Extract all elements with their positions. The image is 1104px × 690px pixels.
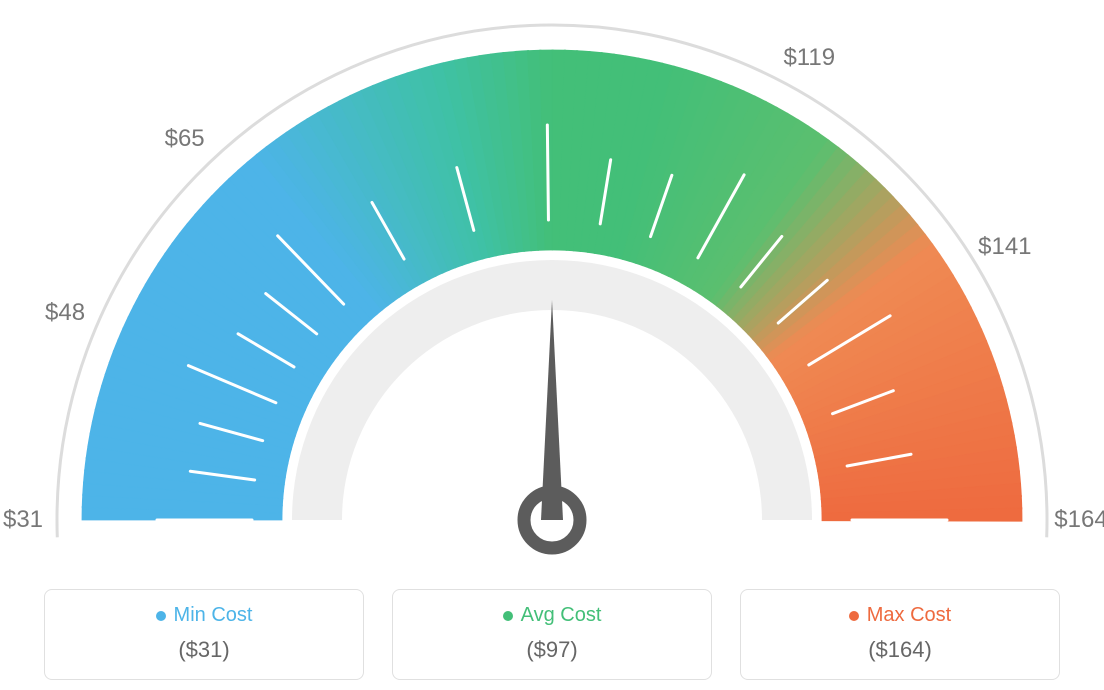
legend-card-min: Min Cost ($31) bbox=[44, 589, 364, 680]
gauge-tick-label: $164 bbox=[1054, 506, 1104, 534]
gauge-chart: $31 $48 $65 $97 $119 $141 $164 bbox=[0, 0, 1104, 560]
gauge-tick-label: $48 bbox=[45, 299, 85, 327]
dot-icon bbox=[849, 611, 859, 621]
legend-title-min: Min Cost bbox=[156, 604, 253, 627]
legend-value: ($97) bbox=[393, 637, 711, 663]
legend-row: Min Cost ($31) Avg Cost ($97) Max Cost (… bbox=[0, 589, 1104, 680]
legend-title-avg: Avg Cost bbox=[503, 604, 602, 627]
legend-card-max: Max Cost ($164) bbox=[740, 589, 1060, 680]
gauge-tick-label: $97 bbox=[526, 0, 566, 5]
legend-label: Avg Cost bbox=[521, 604, 602, 627]
gauge-tick-label: $141 bbox=[978, 233, 1031, 261]
legend-value: ($164) bbox=[741, 637, 1059, 663]
gauge-tick-label: $65 bbox=[165, 125, 205, 153]
legend-value: ($31) bbox=[45, 637, 363, 663]
dot-icon bbox=[503, 611, 513, 621]
legend-title-max: Max Cost bbox=[849, 604, 951, 627]
legend-card-avg: Avg Cost ($97) bbox=[392, 589, 712, 680]
legend-label: Min Cost bbox=[174, 604, 253, 627]
legend-label: Max Cost bbox=[867, 604, 951, 627]
gauge-tick-label: $31 bbox=[3, 506, 43, 534]
gauge-svg bbox=[0, 0, 1104, 560]
dot-icon bbox=[156, 611, 166, 621]
gauge-tick-label: $119 bbox=[783, 44, 835, 72]
